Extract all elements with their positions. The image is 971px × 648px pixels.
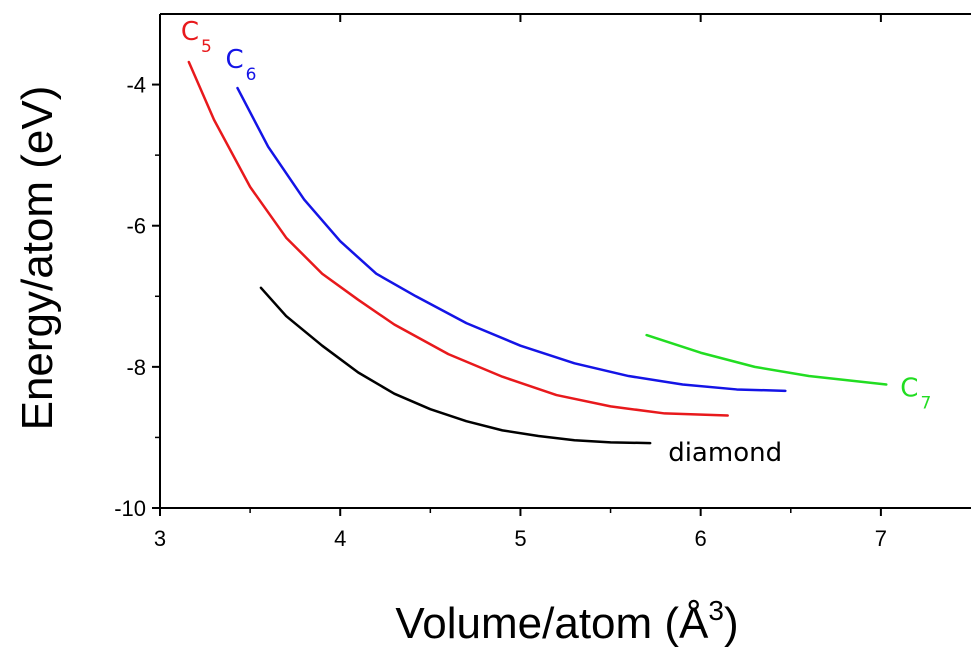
x-tick-label: 3	[154, 526, 166, 551]
series-label-diamond: diamond	[668, 438, 782, 468]
series-line-c6	[236, 86, 787, 393]
series-lines	[187, 60, 888, 445]
x-axis-ticks: 3 4 5 6 7	[154, 14, 887, 551]
x-axis-title-superscript: 3	[708, 595, 724, 626]
x-tick-label: 6	[695, 526, 707, 551]
y-tick-label: -4	[126, 73, 146, 98]
y-axis-title: Energy/atom (eV)	[13, 86, 62, 431]
series-line-c7	[645, 333, 888, 386]
x-tick-label: 7	[875, 526, 887, 551]
y-axis-ticks: -10 -8 -6 -4	[114, 73, 160, 521]
x-axis-title: Volume/atom (Å3)	[395, 595, 738, 648]
series-line-diamond	[259, 286, 652, 445]
series-labels: diamond C 5 C 6 C 7	[181, 17, 931, 468]
y-tick-label: -6	[126, 214, 146, 239]
y-tick-label: -8	[126, 355, 146, 380]
plot-frame	[159, 13, 971, 509]
y-tick-label: -10	[114, 496, 146, 521]
x-tick-label: 4	[334, 526, 346, 551]
series-line-c5	[187, 60, 729, 417]
x-tick-label: 5	[514, 526, 526, 551]
